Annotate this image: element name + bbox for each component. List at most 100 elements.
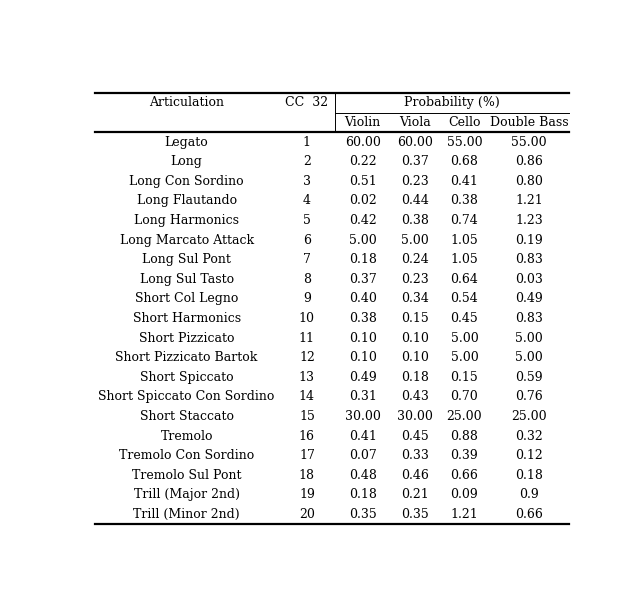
- Text: 0.38: 0.38: [401, 214, 429, 227]
- Text: Long Marcato Attack: Long Marcato Attack: [120, 234, 253, 247]
- Text: 7: 7: [303, 253, 311, 266]
- Text: 0.18: 0.18: [401, 371, 429, 383]
- Text: 0.34: 0.34: [401, 293, 429, 305]
- Text: 0.44: 0.44: [401, 194, 429, 207]
- Text: 0.18: 0.18: [349, 488, 377, 501]
- Text: 0.64: 0.64: [451, 273, 478, 286]
- Text: 0.23: 0.23: [401, 175, 429, 188]
- Text: 0.38: 0.38: [451, 194, 478, 207]
- Text: 0.09: 0.09: [451, 488, 478, 501]
- Text: Articulation: Articulation: [149, 96, 224, 110]
- Text: Long Harmonics: Long Harmonics: [134, 214, 239, 227]
- Text: Short Pizzicato: Short Pizzicato: [139, 332, 234, 344]
- Text: 17: 17: [299, 449, 315, 462]
- Text: 8: 8: [303, 273, 311, 286]
- Text: 15: 15: [299, 410, 315, 423]
- Text: 0.18: 0.18: [515, 469, 543, 482]
- Text: 0.33: 0.33: [401, 449, 429, 462]
- Text: 0.10: 0.10: [401, 332, 429, 344]
- Text: Tremolo: Tremolo: [161, 429, 213, 442]
- Text: 0.41: 0.41: [349, 429, 377, 442]
- Text: 0.42: 0.42: [349, 214, 376, 227]
- Text: 0.66: 0.66: [515, 508, 543, 521]
- Text: 1.21: 1.21: [515, 194, 543, 207]
- Text: 0.37: 0.37: [401, 155, 429, 168]
- Text: 0.74: 0.74: [451, 214, 478, 227]
- Text: 5.00: 5.00: [451, 351, 478, 364]
- Text: 0.48: 0.48: [349, 469, 377, 482]
- Text: 0.76: 0.76: [515, 390, 543, 403]
- Text: 4: 4: [303, 194, 311, 207]
- Text: 55.00: 55.00: [447, 135, 482, 149]
- Text: 0.35: 0.35: [401, 508, 429, 521]
- Text: 11: 11: [299, 332, 315, 344]
- Text: Violin: Violin: [344, 116, 381, 129]
- Text: Trill (Minor 2nd): Trill (Minor 2nd): [133, 508, 240, 521]
- Text: Long: Long: [171, 155, 203, 168]
- Text: 10: 10: [299, 312, 315, 325]
- Text: 0.18: 0.18: [349, 253, 377, 266]
- Text: 0.38: 0.38: [349, 312, 377, 325]
- Text: 0.31: 0.31: [349, 390, 377, 403]
- Text: Short Spiccato: Short Spiccato: [140, 371, 234, 383]
- Text: 5.00: 5.00: [515, 351, 543, 364]
- Text: Long Con Sordino: Long Con Sordino: [129, 175, 244, 188]
- Text: 0.45: 0.45: [451, 312, 478, 325]
- Text: 0.39: 0.39: [451, 449, 478, 462]
- Text: 0.88: 0.88: [451, 429, 478, 442]
- Text: Short Pizzicato Bartok: Short Pizzicato Bartok: [115, 351, 258, 364]
- Text: 0.02: 0.02: [349, 194, 376, 207]
- Text: 2: 2: [303, 155, 311, 168]
- Text: CC  32: CC 32: [285, 96, 328, 110]
- Text: Long Sul Tasto: Long Sul Tasto: [140, 273, 234, 286]
- Text: 0.21: 0.21: [401, 488, 429, 501]
- Text: 18: 18: [299, 469, 315, 482]
- Text: 0.83: 0.83: [515, 253, 543, 266]
- Text: 55.00: 55.00: [511, 135, 547, 149]
- Text: 0.23: 0.23: [401, 273, 429, 286]
- Text: 5.00: 5.00: [349, 234, 376, 247]
- Text: 0.10: 0.10: [349, 332, 377, 344]
- Text: 5.00: 5.00: [451, 332, 478, 344]
- Text: 60.00: 60.00: [397, 135, 433, 149]
- Text: 12: 12: [299, 351, 315, 364]
- Text: 30.00: 30.00: [397, 410, 433, 423]
- Text: 5.00: 5.00: [515, 332, 543, 344]
- Text: 0.80: 0.80: [515, 175, 543, 188]
- Text: 1: 1: [303, 135, 311, 149]
- Text: 0.70: 0.70: [451, 390, 478, 403]
- Text: 30.00: 30.00: [345, 410, 381, 423]
- Text: 0.07: 0.07: [349, 449, 376, 462]
- Text: 0.9: 0.9: [519, 488, 539, 501]
- Text: 0.54: 0.54: [451, 293, 478, 305]
- Text: 0.46: 0.46: [401, 469, 429, 482]
- Text: 60.00: 60.00: [345, 135, 381, 149]
- Text: 0.15: 0.15: [401, 312, 429, 325]
- Text: 0.43: 0.43: [401, 390, 429, 403]
- Text: 16: 16: [299, 429, 315, 442]
- Text: 0.49: 0.49: [515, 293, 543, 305]
- Text: Long Flautando: Long Flautando: [136, 194, 237, 207]
- Text: 0.10: 0.10: [401, 351, 429, 364]
- Text: 1.23: 1.23: [515, 214, 543, 227]
- Text: 0.37: 0.37: [349, 273, 376, 286]
- Text: Long Sul Pont: Long Sul Pont: [142, 253, 231, 266]
- Text: 6: 6: [303, 234, 311, 247]
- Text: 0.40: 0.40: [349, 293, 377, 305]
- Text: 19: 19: [299, 488, 315, 501]
- Text: 1.05: 1.05: [451, 253, 478, 266]
- Text: 25.00: 25.00: [511, 410, 547, 423]
- Text: 1.21: 1.21: [451, 508, 478, 521]
- Text: 0.41: 0.41: [451, 175, 478, 188]
- Text: 14: 14: [299, 390, 315, 403]
- Text: 0.15: 0.15: [451, 371, 478, 383]
- Text: 0.86: 0.86: [515, 155, 543, 168]
- Text: Viola: Viola: [399, 116, 431, 129]
- Text: 0.32: 0.32: [515, 429, 543, 442]
- Text: 0.49: 0.49: [349, 371, 376, 383]
- Text: 0.45: 0.45: [401, 429, 429, 442]
- Text: Trill (Major 2nd): Trill (Major 2nd): [134, 488, 239, 501]
- Text: Short Col Legno: Short Col Legno: [135, 293, 238, 305]
- Text: Cello: Cello: [448, 116, 481, 129]
- Text: 0.66: 0.66: [451, 469, 478, 482]
